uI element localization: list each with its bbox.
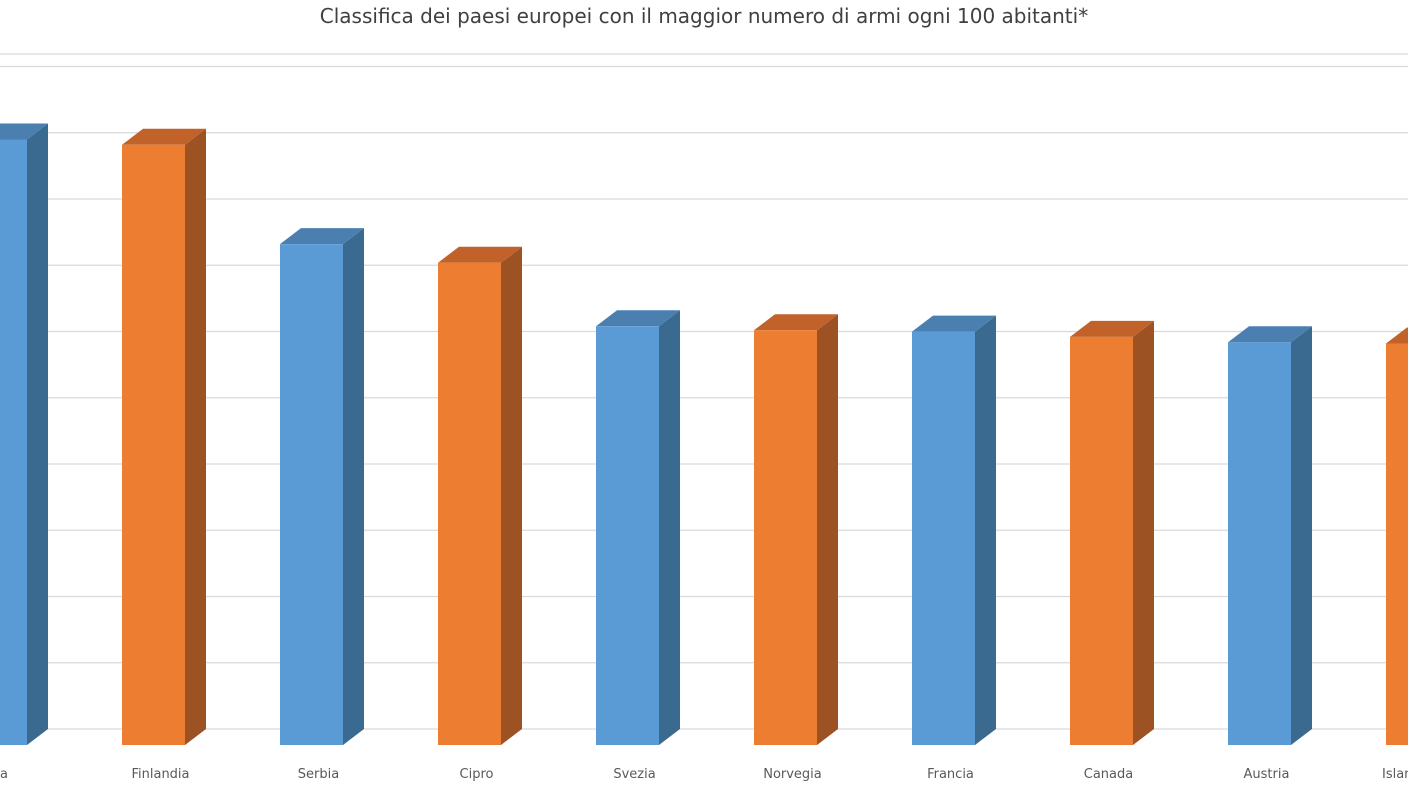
- bar-front: [1070, 336, 1133, 745]
- category-label: Austria: [1244, 767, 1290, 782]
- category-label: a: [0, 767, 8, 782]
- bar-top: [122, 128, 206, 145]
- category-label: Francia: [927, 767, 974, 782]
- bar-top: [280, 228, 364, 245]
- bar-top: [0, 123, 48, 140]
- bar-front: [754, 330, 817, 745]
- bar-side: [185, 128, 206, 745]
- bar-top: [596, 310, 680, 327]
- bar-front: [0, 139, 27, 746]
- gridlines: [0, 53, 1408, 730]
- bar-finlandia: [122, 128, 206, 745]
- bar-serbia: [280, 228, 364, 745]
- bar-canada: [1070, 320, 1154, 745]
- bar-front: [596, 326, 659, 745]
- category-label: Cipro: [460, 767, 494, 782]
- bar-norvegia: [754, 314, 838, 745]
- bar-side: [27, 123, 48, 746]
- bar-top: [1386, 327, 1408, 344]
- chart-title: Classifica dei paesi europei con il magg…: [319, 4, 1089, 28]
- bar-top: [1228, 326, 1312, 343]
- bars: [0, 123, 1408, 746]
- bar-front: [912, 331, 975, 745]
- bar-side: [975, 315, 996, 745]
- bar-side: [343, 228, 364, 745]
- bar-austria: [1228, 326, 1312, 745]
- bar-side: [1291, 326, 1312, 745]
- bar-top: [754, 314, 838, 331]
- bar-svezia: [596, 310, 680, 745]
- bar-cipro: [438, 246, 522, 745]
- bar-islanda: [1386, 327, 1408, 745]
- bar-front: [1228, 342, 1291, 745]
- bar-top: [1070, 320, 1154, 337]
- bar-front: [122, 144, 185, 745]
- bar-svizzera: [0, 123, 48, 746]
- bar-side: [817, 314, 838, 745]
- bar-side: [1133, 320, 1154, 745]
- category-label: Svezia: [613, 767, 655, 782]
- category-label: Norvegia: [763, 767, 822, 782]
- category-label: Islan: [1382, 767, 1408, 782]
- category-label: Canada: [1084, 767, 1133, 782]
- bar-side: [501, 246, 522, 745]
- bar-top: [438, 246, 522, 263]
- bar-front: [438, 262, 501, 745]
- category-label: Finlandia: [131, 767, 189, 782]
- bar-front: [280, 244, 343, 745]
- bar-side: [659, 310, 680, 745]
- category-labels: a Finlandia Serbia Cipro Svezia Norvegia Franc…: [0, 767, 1408, 782]
- bar-front: [1386, 343, 1408, 745]
- bar-top: [912, 315, 996, 332]
- category-label: Serbia: [298, 767, 339, 782]
- bar-francia: [912, 315, 996, 745]
